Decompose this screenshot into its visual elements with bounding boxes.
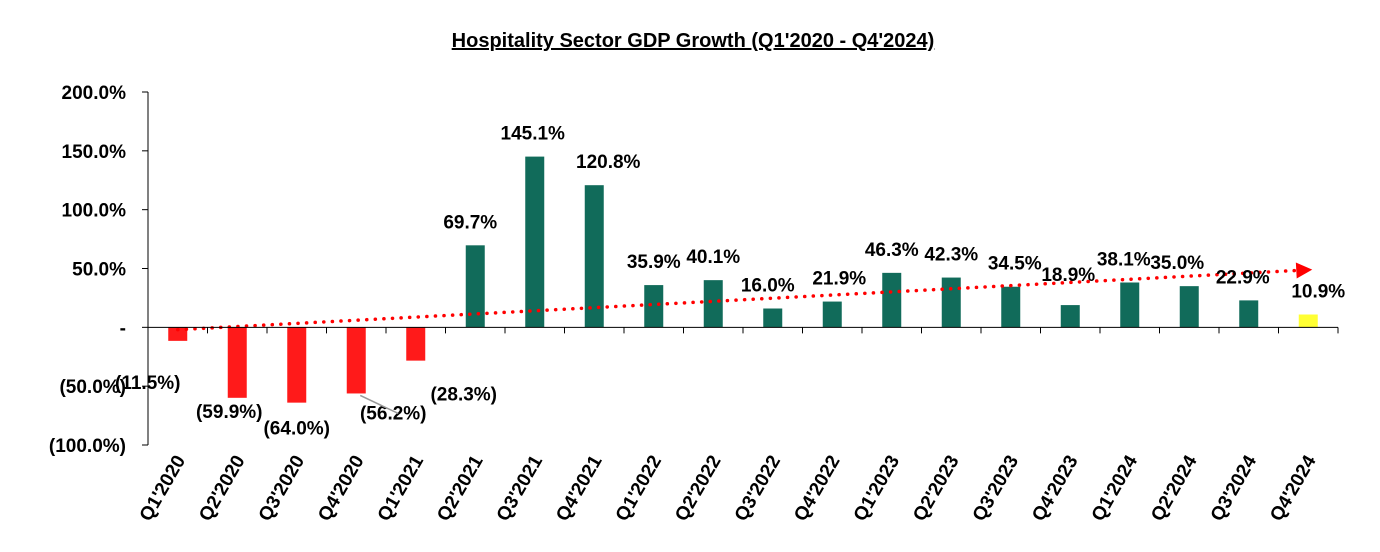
chart-title: Hospitality Sector GDP Growth (Q1'2020 -… <box>451 30 935 52</box>
x-tick-label: Q3'2021 <box>493 452 547 525</box>
x-tick-label: Q3'2022 <box>731 452 785 525</box>
data-label: (11.5%) <box>115 373 180 394</box>
x-tick-label: Q4'2024 <box>1266 452 1320 525</box>
data-label: (28.3%) <box>430 385 497 406</box>
bar <box>703 280 723 328</box>
trendline-dots <box>176 268 1304 332</box>
data-label: 35.0% <box>1150 253 1204 274</box>
data-label: (64.0%) <box>263 419 330 440</box>
data-label-leader <box>359 394 399 415</box>
data-label: (56.2%) <box>360 403 427 424</box>
data-label: 42.3% <box>924 245 978 266</box>
x-tick-label: Q4'2022 <box>790 452 844 525</box>
data-label: 34.5% <box>988 254 1042 275</box>
bar <box>584 185 604 328</box>
bar <box>882 272 902 328</box>
bar <box>941 277 961 328</box>
x-tick-label: Q1'2024 <box>1088 452 1142 525</box>
bar <box>763 308 783 328</box>
x-tick-label: Q1'2022 <box>612 452 666 525</box>
bar <box>1001 286 1021 328</box>
x-tick-label: Q3'2023 <box>969 452 1023 525</box>
x-tick-label: Q2'2021 <box>433 452 487 525</box>
bar <box>525 156 545 328</box>
x-tick-label: Q3'2020 <box>255 452 309 525</box>
data-label: 69.7% <box>443 212 497 233</box>
x-tick-label: Q2'2023 <box>909 452 963 525</box>
y-tick-label: 150.0% <box>62 142 127 163</box>
trendline <box>176 262 1313 332</box>
y-tick-label: (100.0%) <box>49 436 126 457</box>
data-label: 18.9% <box>1041 265 1095 286</box>
data-label: 40.1% <box>686 247 740 268</box>
bar <box>287 327 307 403</box>
bar <box>1120 282 1140 328</box>
x-tick-label: Q2'2022 <box>671 452 725 525</box>
data-label: 21.9% <box>812 269 866 290</box>
data-label: 145.1% <box>501 124 566 145</box>
y-axis: 200.0% 150.0% 100.0% 50.0% - (50.0%) (100.0%) <box>49 83 149 457</box>
y-tick-label: - <box>120 318 126 339</box>
data-label: 16.0% <box>741 276 795 297</box>
data-label: 120.8% <box>576 152 641 173</box>
bar <box>465 245 485 328</box>
bar <box>1298 314 1318 328</box>
bar <box>406 327 426 361</box>
bar <box>822 301 842 328</box>
y-tick-label: 50.0% <box>72 260 126 281</box>
bar <box>168 327 188 341</box>
bars <box>168 156 1318 403</box>
y-tick-label: (50.0%) <box>59 377 126 398</box>
data-label: 10.9% <box>1291 282 1345 303</box>
x-tick-label: Q4'2020 <box>314 452 368 525</box>
bar <box>1060 305 1080 328</box>
data-label: 46.3% <box>865 240 919 261</box>
bar <box>1239 300 1259 328</box>
y-tick-label: 100.0% <box>62 201 127 222</box>
data-labels: (11.5%) (59.9%)(64.0%) (56.2%)(28.3%) 69.7%… <box>115 124 1345 440</box>
data-label: (59.9%) <box>196 402 263 423</box>
x-tick-label: Q4'2023 <box>1028 452 1082 525</box>
data-label: 35.9% <box>627 252 681 273</box>
x-tick-label: Q3'2024 <box>1207 452 1261 525</box>
trendline-arrowhead <box>1295 262 1313 279</box>
x-tick-label: Q1'2023 <box>850 452 904 525</box>
bar <box>346 327 366 394</box>
x-tick-label: Q1'2021 <box>374 452 428 525</box>
x-tick-label: Q4'2021 <box>552 452 606 525</box>
bar <box>1179 286 1199 328</box>
data-label: 38.1% <box>1097 250 1151 271</box>
y-tick-label: 200.0% <box>62 83 127 104</box>
x-tick-label: Q1'2020 <box>136 452 190 525</box>
bar <box>227 327 247 398</box>
x-tick-label: Q2'2020 <box>195 452 249 525</box>
x-tick-label: Q2'2024 <box>1147 452 1201 525</box>
data-label: 22.9% <box>1216 267 1270 288</box>
bar <box>644 285 664 328</box>
